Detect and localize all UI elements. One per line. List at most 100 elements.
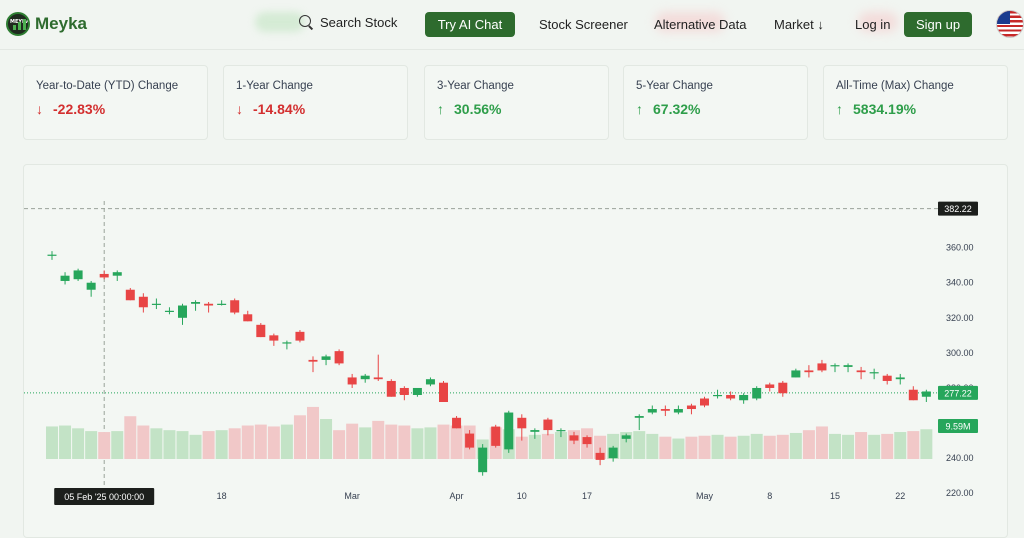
candle-body (673, 409, 683, 413)
last-price-tag (938, 385, 978, 400)
volume-bar (98, 432, 111, 459)
candle-body (138, 296, 148, 308)
volume-bar (789, 432, 802, 459)
volume-bar (541, 433, 554, 459)
stock-screener-link[interactable]: Stock Screener (539, 17, 628, 32)
x-axis-tick-label: Apr (450, 491, 464, 501)
volume-bar (346, 423, 359, 459)
candle-body (817, 363, 827, 371)
volume-bar (659, 436, 672, 459)
logo[interactable]: MEYKA Meyka (6, 12, 87, 36)
volume-bar (46, 426, 58, 459)
candle-body (308, 359, 318, 362)
candle-body (73, 270, 83, 280)
volume-bar (515, 436, 528, 459)
candle-body (739, 394, 749, 401)
market-dropdown[interactable]: Market ↓ (774, 17, 824, 32)
candle-body (882, 375, 892, 381)
candle-body (321, 356, 331, 360)
candlestick-chart[interactable]: 220.00240.00260.00280.00300.00320.00340.… (24, 165, 1009, 538)
change-card-value: 67.32% (653, 101, 701, 117)
blurred-ticker-chip (655, 12, 725, 32)
y-axis-tick-label: 220.00 (946, 488, 974, 498)
change-card-value-row: ↓ -14.84% (236, 101, 395, 117)
candle-body (921, 391, 931, 397)
candle-body (412, 387, 422, 395)
x-axis-tick-label: 10 (517, 491, 527, 501)
us-flag-icon[interactable] (996, 10, 1024, 38)
try-ai-chat-button[interactable]: Try AI Chat (425, 12, 515, 37)
candle-body (60, 275, 70, 281)
candle-body (895, 377, 905, 380)
candle-body (439, 382, 448, 403)
volume-bar (698, 435, 711, 459)
candle-body (164, 310, 174, 312)
volume-bar (372, 420, 385, 459)
crosshair-time-tag (54, 488, 155, 505)
login-link[interactable]: Log in (855, 17, 891, 32)
candle-body (517, 417, 527, 429)
sign-up-button[interactable]: Sign up (904, 12, 972, 37)
candle-body (478, 447, 488, 473)
volume-bar (750, 433, 763, 459)
volume-bar (763, 435, 776, 459)
volume-bar (72, 428, 85, 459)
blurred-ticker-chip (858, 12, 898, 32)
price-chart-panel: 220.00240.00260.00280.00300.00320.00340.… (23, 164, 1008, 538)
change-card-value-row: ↑ 67.32% (636, 101, 795, 117)
candle-body (295, 331, 305, 341)
search-stock-button[interactable]: Search Stock (298, 14, 397, 30)
candle-body (399, 387, 409, 395)
volume-bar (450, 425, 463, 459)
candle-body (700, 398, 709, 406)
candle-body (726, 394, 736, 399)
candle-body (869, 372, 879, 374)
volume-bar (424, 427, 437, 459)
candle-body (47, 254, 57, 256)
volume-bar (111, 431, 124, 459)
volume-bar (842, 434, 855, 459)
y-axis-tick-label: 300.00 (946, 348, 974, 358)
volume-bar (411, 428, 424, 459)
candle-body (908, 389, 918, 401)
candle-body (178, 305, 187, 318)
top-navigation-bar: MEYKA Meyka Search Stock Try AI Chat Sto… (0, 0, 1024, 50)
change-card: 3-Year Change ↑ 30.56% (424, 65, 609, 140)
candle-body (843, 365, 853, 367)
search-icon (298, 14, 314, 30)
volume-bar (189, 434, 202, 459)
candle-body (543, 419, 553, 431)
volume-bar (894, 432, 907, 459)
volume-bar (150, 428, 163, 459)
change-card: 5-Year Change ↑ 67.32% (623, 65, 808, 140)
alternative-data-link[interactable]: Alternative Data (654, 17, 747, 32)
blurred-ticker-chip (255, 12, 305, 32)
candle-body (151, 303, 161, 305)
volume-bar (711, 434, 724, 459)
change-card-value: 5834.19% (853, 101, 917, 117)
candle-body (804, 370, 814, 373)
volume-bar (907, 431, 920, 459)
x-axis-tick-label: 17 (582, 491, 592, 501)
volume-bar (241, 425, 254, 459)
volume-bar (320, 419, 333, 459)
volume-bar (776, 434, 789, 459)
change-card-title: 5-Year Change (636, 80, 713, 92)
volume-bar (293, 415, 306, 459)
candle-body (713, 394, 723, 397)
candle-body (621, 435, 631, 439)
change-card-title: 1-Year Change (236, 80, 313, 92)
volume-bar (254, 424, 267, 459)
x-axis-tick-label: 22 (895, 491, 905, 501)
volume-bar (228, 428, 241, 459)
volume-bar (815, 426, 828, 459)
candle-body (452, 417, 462, 429)
candle-body (386, 380, 396, 397)
change-card: Year-to-Date (YTD) Change ↓ -22.83% (23, 65, 208, 140)
last-volume-label: 9.59M (945, 422, 970, 432)
change-card-value: -14.84% (253, 101, 306, 117)
last-volume-tag (938, 419, 978, 433)
change-card-value-row: ↓ -22.83% (36, 101, 195, 117)
change-card-value-row: ↑ 5834.19% (836, 101, 995, 117)
volume-bar (124, 416, 137, 459)
